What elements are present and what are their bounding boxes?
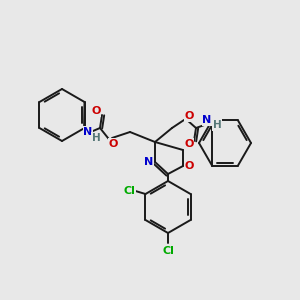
Text: O: O	[184, 161, 194, 171]
Text: H: H	[92, 133, 100, 143]
Text: H: H	[213, 120, 221, 130]
Text: Cl: Cl	[162, 246, 174, 256]
Text: N: N	[202, 115, 211, 125]
Text: N: N	[83, 127, 93, 137]
Text: O: O	[91, 106, 101, 116]
Text: N: N	[144, 157, 154, 167]
Text: Cl: Cl	[124, 186, 135, 196]
Text: O: O	[184, 139, 194, 149]
Text: O: O	[184, 111, 194, 121]
Text: O: O	[108, 139, 118, 149]
